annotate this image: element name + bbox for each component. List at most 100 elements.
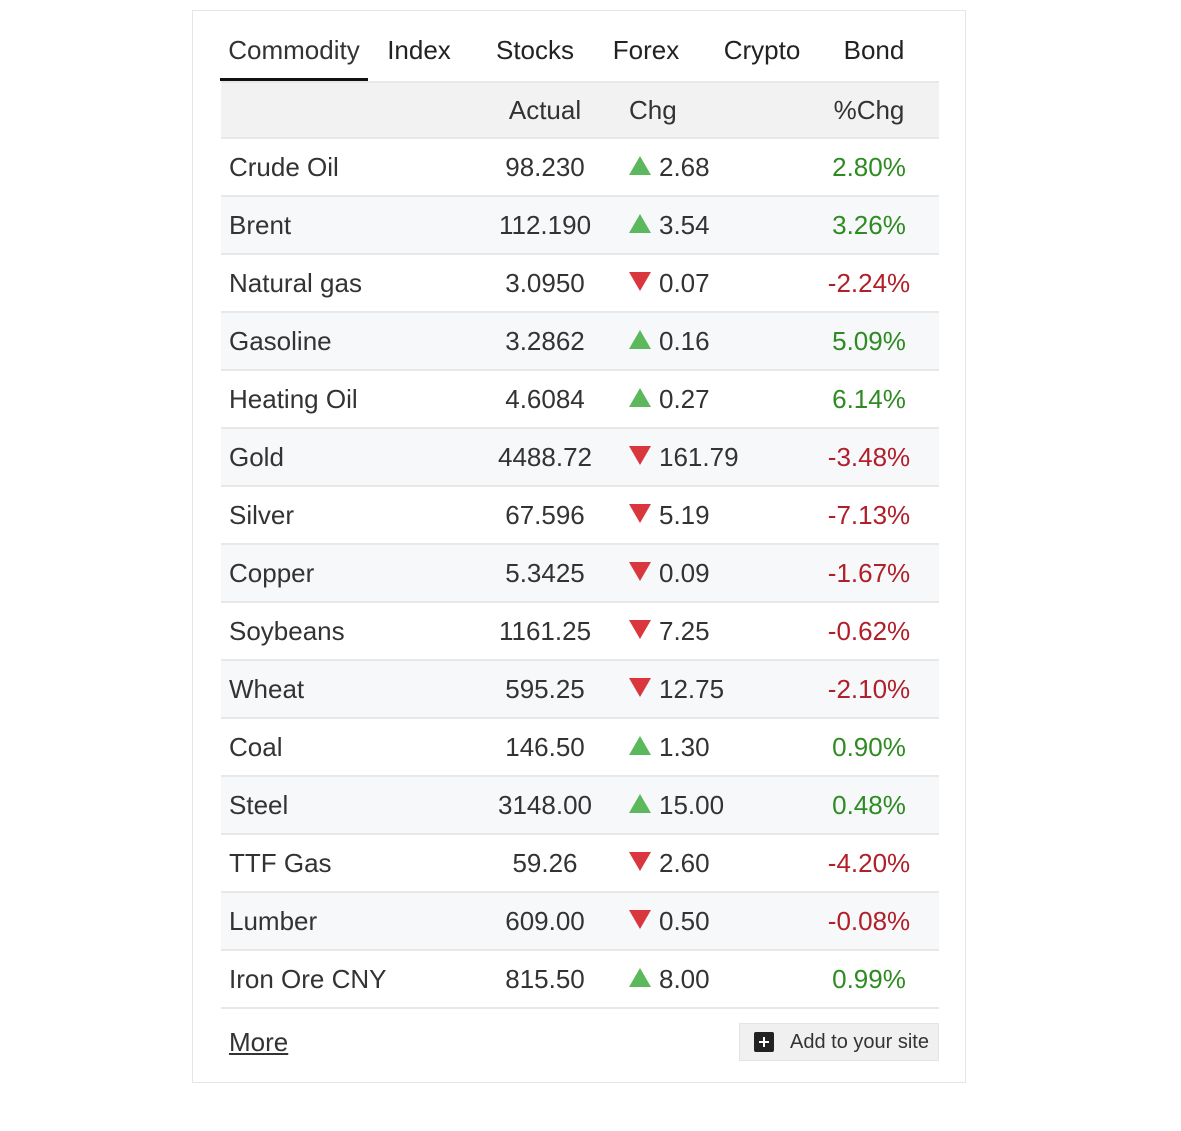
- percent-change: -0.08%: [799, 892, 939, 951]
- table-row[interactable]: Soybeans 1161.25 7.25 -0.62%: [221, 602, 939, 661]
- change-value: 8.00: [659, 963, 710, 994]
- commodity-name: Copper: [221, 544, 471, 603]
- change-value: 7.25: [659, 615, 710, 646]
- triangle-down-icon: [629, 562, 651, 582]
- table-row[interactable]: Silver 67.596 5.19 -7.13%: [221, 486, 939, 545]
- change-cell: 5.19: [619, 486, 799, 545]
- change-value: 15.00: [659, 789, 725, 820]
- triangle-up-icon: [629, 330, 651, 350]
- triangle-down-icon: [629, 272, 651, 292]
- commodity-name: Iron Ore CNY: [221, 950, 471, 1009]
- tab-stocks[interactable]: Stocks: [495, 35, 575, 65]
- change-value: 2.68: [659, 151, 710, 182]
- percent-change: -7.13%: [799, 486, 939, 545]
- triangle-down-icon: [629, 678, 651, 698]
- triangle-up-icon: [629, 156, 651, 176]
- add-to-site-button[interactable]: Add to your site: [739, 1023, 939, 1061]
- actual-value: 1161.25: [471, 602, 619, 661]
- plus-square-icon: [754, 1032, 774, 1052]
- percent-change: 2.80%: [799, 138, 939, 197]
- commodity-table: Actual Chg %Chg Crude Oil 98.230 2.68 2.80%…: [221, 81, 939, 1009]
- tab-crypto[interactable]: Crypto: [723, 35, 801, 65]
- change-cell: 1.30: [619, 718, 799, 777]
- market-widget: Commodity Index Stocks Forex Crypto Bond…: [192, 10, 966, 1083]
- percent-change: -1.67%: [799, 544, 939, 603]
- triangle-up-icon: [629, 214, 651, 234]
- column-header-actual: Actual: [471, 82, 619, 139]
- commodity-name: Heating Oil: [221, 370, 471, 429]
- actual-value: 98.230: [471, 138, 619, 197]
- triangle-down-icon: [629, 852, 651, 872]
- triangle-up-icon: [629, 794, 651, 814]
- table-row[interactable]: Coal 146.50 1.30 0.90%: [221, 718, 939, 777]
- table-row[interactable]: Gold 4488.72 161.79 -3.48%: [221, 428, 939, 487]
- commodity-name: Wheat: [221, 660, 471, 719]
- commodity-name: TTF Gas: [221, 834, 471, 893]
- percent-change: 0.48%: [799, 776, 939, 835]
- percent-change: -0.62%: [799, 602, 939, 661]
- actual-value: 815.50: [471, 950, 619, 1009]
- change-cell: 7.25: [619, 602, 799, 661]
- add-to-site-label: Add to your site: [790, 1031, 929, 1053]
- change-cell: 8.00: [619, 950, 799, 1009]
- percent-change: -2.24%: [799, 254, 939, 313]
- table-row[interactable]: Heating Oil 4.6084 0.27 6.14%: [221, 370, 939, 429]
- change-cell: 3.54: [619, 196, 799, 255]
- commodity-name: Silver: [221, 486, 471, 545]
- table-row[interactable]: Wheat 595.25 12.75 -2.10%: [221, 660, 939, 719]
- actual-value: 3.2862: [471, 312, 619, 371]
- tab-commodity[interactable]: Commodity: [220, 23, 368, 81]
- commodity-name: Soybeans: [221, 602, 471, 661]
- change-value: 5.19: [659, 499, 710, 530]
- percent-change: 6.14%: [799, 370, 939, 429]
- more-link[interactable]: More: [229, 1027, 289, 1057]
- market-tabs: Commodity Index Stocks Forex Crypto Bond: [220, 23, 939, 81]
- actual-value: 5.3425: [471, 544, 619, 603]
- table-header-row: Actual Chg %Chg: [221, 82, 939, 139]
- commodity-name: Gasoline: [221, 312, 471, 371]
- change-cell: 0.09: [619, 544, 799, 603]
- actual-value: 3.0950: [471, 254, 619, 313]
- change-value: 161.79: [659, 441, 739, 472]
- change-cell: 12.75: [619, 660, 799, 719]
- actual-value: 4488.72: [471, 428, 619, 487]
- change-value: 3.54: [659, 209, 710, 240]
- table-row[interactable]: TTF Gas 59.26 2.60 -4.20%: [221, 834, 939, 893]
- actual-value: 609.00: [471, 892, 619, 951]
- percent-change: -2.10%: [799, 660, 939, 719]
- tab-bond[interactable]: Bond: [843, 35, 905, 65]
- table-row[interactable]: Lumber 609.00 0.50 -0.08%: [221, 892, 939, 951]
- change-value: 2.60: [659, 847, 710, 878]
- table-row[interactable]: Copper 5.3425 0.09 -1.67%: [221, 544, 939, 603]
- widget-footer: More Add to your site: [221, 1021, 939, 1069]
- change-cell: 2.68: [619, 138, 799, 197]
- table-row[interactable]: Natural gas 3.0950 0.07 -2.24%: [221, 254, 939, 313]
- commodity-name: Natural gas: [221, 254, 471, 313]
- percent-change: 3.26%: [799, 196, 939, 255]
- change-cell: 161.79: [619, 428, 799, 487]
- change-value: 0.09: [659, 557, 710, 588]
- table-row[interactable]: Brent 112.190 3.54 3.26%: [221, 196, 939, 255]
- tab-forex[interactable]: Forex: [612, 35, 680, 65]
- triangle-up-icon: [629, 736, 651, 756]
- tab-index[interactable]: Index: [387, 35, 451, 65]
- actual-value: 146.50: [471, 718, 619, 777]
- table-row[interactable]: Gasoline 3.2862 0.16 5.09%: [221, 312, 939, 371]
- table-row[interactable]: Steel 3148.00 15.00 0.48%: [221, 776, 939, 835]
- column-header-name: [221, 82, 471, 139]
- table-row[interactable]: Iron Ore CNY 815.50 8.00 0.99%: [221, 950, 939, 1009]
- percent-change: -3.48%: [799, 428, 939, 487]
- change-cell: 0.27: [619, 370, 799, 429]
- change-value: 1.30: [659, 731, 710, 762]
- table-row[interactable]: Crude Oil 98.230 2.68 2.80%: [221, 138, 939, 197]
- change-cell: 0.07: [619, 254, 799, 313]
- change-cell: 0.50: [619, 892, 799, 951]
- commodity-name: Lumber: [221, 892, 471, 951]
- change-value: 0.07: [659, 267, 710, 298]
- change-value: 0.27: [659, 383, 710, 414]
- column-header-pct: %Chg: [799, 82, 939, 139]
- commodity-name: Gold: [221, 428, 471, 487]
- change-value: 12.75: [659, 673, 725, 704]
- triangle-up-icon: [629, 968, 651, 988]
- triangle-down-icon: [629, 446, 651, 466]
